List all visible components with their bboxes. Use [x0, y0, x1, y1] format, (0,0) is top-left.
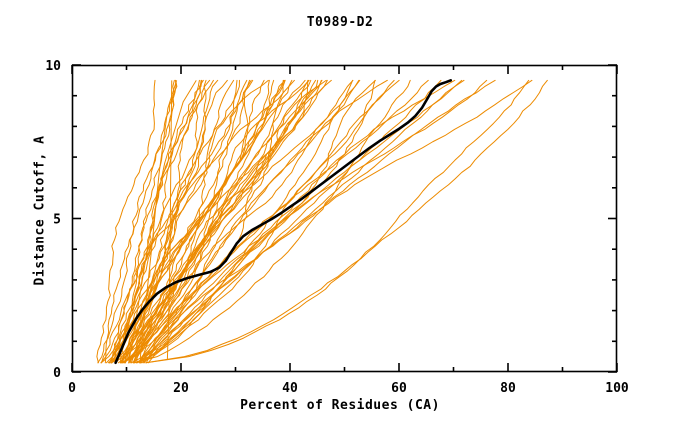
- x-tick-label: 80: [500, 381, 516, 396]
- x-tick-label: 0: [68, 381, 76, 396]
- x-tick-label: 100: [605, 381, 629, 396]
- x-tick-label: 60: [391, 381, 407, 396]
- chart-title: T0989-D2: [306, 15, 374, 30]
- reference-curve-group: [114, 79, 453, 365]
- x-axis-label: Percent of Residues (CA): [240, 398, 440, 413]
- y-tick-label: 5: [53, 213, 61, 228]
- prediction-curves-group: [96, 79, 548, 364]
- axes-group: [71, 64, 618, 373]
- x-tick-label: 20: [173, 381, 189, 396]
- y-tick-label: 0: [53, 366, 61, 381]
- tick-labels-group: 0 20 40 60 80 100 0 5 10: [45, 59, 629, 396]
- x-tick-label: 40: [282, 381, 298, 396]
- y-tick-label: 10: [45, 59, 61, 74]
